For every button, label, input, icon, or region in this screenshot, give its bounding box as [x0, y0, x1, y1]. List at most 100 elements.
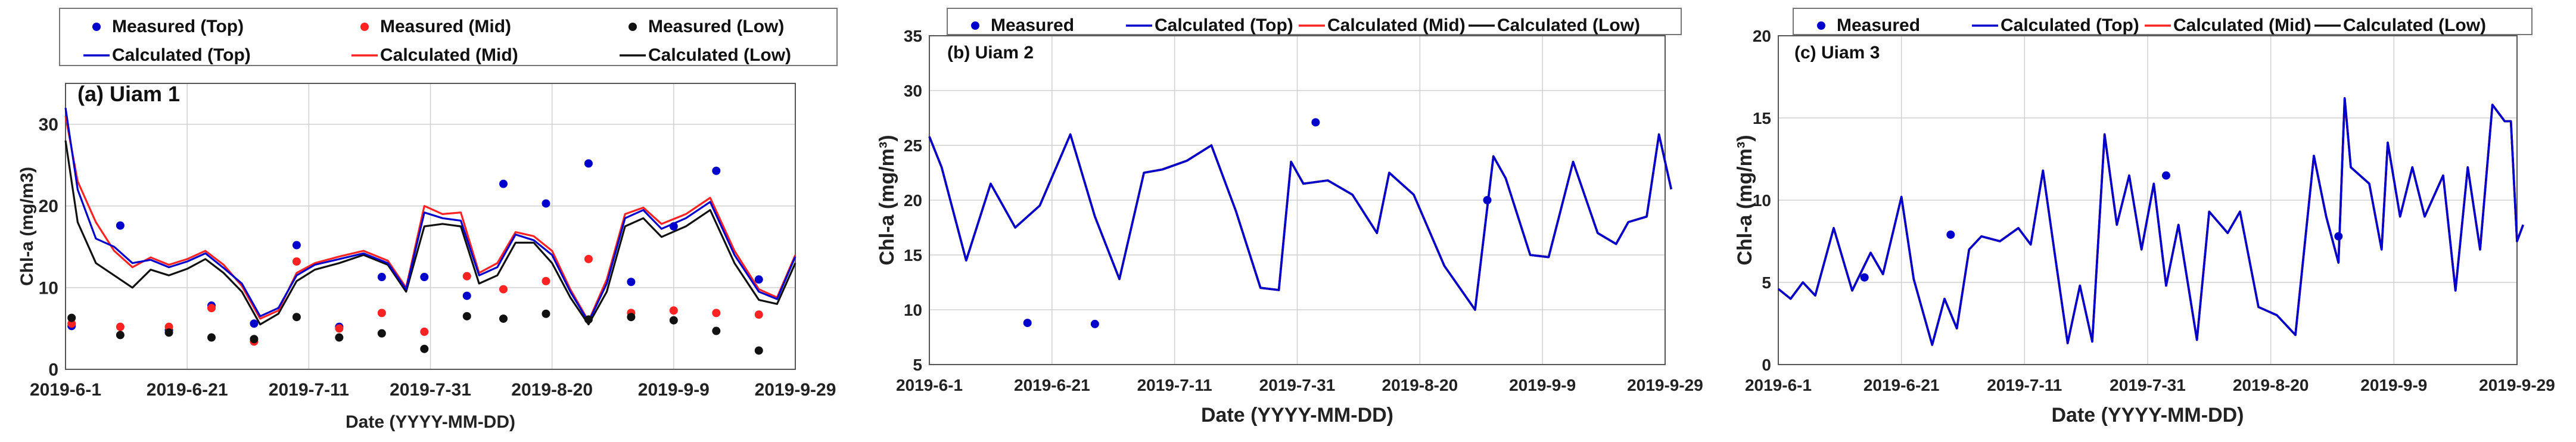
x-tick-label: 2019-7-31 — [390, 380, 471, 400]
y-tick-label: 0 — [48, 360, 58, 380]
x-tick-label: 2019-6-1 — [30, 380, 101, 400]
measured-point-measured-mid — [207, 304, 216, 313]
y-tick-label: 0 — [1762, 356, 1771, 374]
measured-point-measured-mid — [754, 310, 763, 319]
y-tick-label: 25 — [904, 136, 922, 155]
x-tick-label: 2019-9-9 — [638, 380, 710, 400]
x-axis-title: Date (YYYY-MM-DD) — [346, 412, 515, 432]
x-tick-label: 2019-8-20 — [2233, 376, 2309, 394]
x-tick-label: 2019-7-31 — [1259, 376, 1336, 394]
y-axis-title: Chl-a (mg/m³) — [1734, 135, 1756, 265]
measured-point-measured-mid — [164, 322, 173, 331]
measured-point-measured-top — [499, 179, 508, 188]
measured-point-measured — [1090, 319, 1099, 328]
x-tick-label: 2019-9-9 — [2360, 376, 2427, 394]
legend: Measured Calculated (Top) Calculated (Mid)… — [1793, 8, 2533, 35]
legend-label: Calculated (Top) — [2001, 15, 2139, 35]
measured-point-measured-low — [292, 313, 301, 322]
x-tick-label: 2019-7-11 — [269, 380, 349, 400]
measured-point-measured-top — [116, 221, 125, 230]
measured-point-measured-top — [669, 222, 678, 231]
panel-uiam-3: 0 5 10 15 20 2019-6-1 2019-6-21 2019-7-11 2019-7… — [1734, 8, 2555, 427]
y-axis-title: Chl-a (mg/m3) — [17, 167, 37, 286]
measured-point-measured-low — [164, 328, 173, 337]
series-line-calculated-low — [1777, 97, 2524, 346]
x-axis-title: Date (YYYY-MM-DD) — [1201, 404, 1393, 427]
x-tick-label: 2019-9-9 — [1509, 376, 1576, 394]
panel-uiam-1: 0 10 20 30 2019-6-1 2019-6-21 2019-7-11 2019-7-… — [17, 8, 838, 432]
measured-point-measured-low — [462, 312, 471, 320]
measured-point-measured-top — [462, 291, 471, 300]
measured-point-measured — [2334, 232, 2343, 241]
panel-uiam-2: 5 10 15 20 25 30 35 2019-6-1 2019-6-21 2019-7-11 2… — [876, 8, 1703, 427]
x-tick-label: 2019-6-1 — [1745, 376, 1812, 394]
measured-point-measured-low — [754, 346, 763, 355]
series-line-calculated-low — [64, 140, 797, 326]
measured-point-measured-low — [207, 333, 216, 342]
measured-point-measured-low — [712, 326, 721, 335]
measured-point-measured-mid — [377, 309, 386, 318]
legend-marker — [1817, 21, 1825, 30]
y-tick-label: 30 — [904, 82, 922, 100]
legend-label: Measured (Low) — [648, 17, 784, 36]
measured-point-measured — [1483, 196, 1492, 204]
series-line-calculated-top — [928, 133, 1673, 311]
x-tick-label: 2019-9-29 — [755, 380, 836, 400]
measured-point-measured-mid — [462, 272, 471, 281]
legend-label: Calculated (Mid) — [2173, 15, 2311, 35]
legend-label: Calculated (Low) — [2343, 15, 2486, 35]
measured-point-measured-mid — [669, 306, 678, 315]
y-tick-label: 15 — [904, 246, 922, 264]
y-tick-label: 20 — [39, 197, 58, 216]
y-tick-label: 10 — [1753, 191, 1771, 210]
x-tick-label: 2019-6-21 — [1014, 376, 1090, 394]
legend-box — [947, 8, 1682, 35]
legend-label: Calculated (Low) — [648, 45, 791, 65]
legend-label: Calculated (Low) — [1497, 15, 1640, 35]
measured-point-measured-low — [420, 344, 429, 353]
measured-point-measured-top — [584, 159, 593, 168]
measured-point-measured-mid — [542, 276, 550, 285]
x-tick-label: 2019-6-21 — [1863, 376, 1940, 394]
measured-point-measured-top — [377, 273, 386, 282]
y-tick-label: 10 — [39, 278, 58, 298]
measured-point-measured — [1946, 230, 1955, 239]
y-tick-label: 20 — [904, 191, 922, 210]
x-tick-label: 2019-8-20 — [1382, 376, 1458, 394]
measured-point-measured-mid — [584, 254, 593, 263]
y-tick-label: 10 — [904, 301, 922, 319]
series-line-calculated-low — [928, 133, 1673, 311]
panel-title: (b) Uiam 2 — [947, 43, 1034, 63]
series-line-calculated-mid — [928, 133, 1673, 311]
measured-point-measured-top — [250, 319, 259, 328]
x-tick-label: 2019-6-21 — [147, 380, 228, 400]
x-tick-label: 2019-6-1 — [896, 376, 963, 394]
x-tick-label: 2019-7-11 — [1987, 376, 2062, 394]
x-tick-label: 2019-7-11 — [1137, 376, 1212, 394]
panel-title: (a) Uiam 1 — [77, 82, 180, 106]
series-line-calculated-mid — [64, 116, 797, 322]
measured-point-measured-low — [116, 331, 125, 340]
measured-point-measured — [1023, 319, 1032, 328]
measured-point-measured-mid — [712, 309, 721, 318]
measured-point-measured-top — [627, 278, 636, 287]
measured-point-measured-low — [67, 313, 76, 322]
measured-point-measured-low — [499, 314, 508, 323]
legend-marker — [92, 23, 101, 31]
legend-label: Calculated (Top) — [1155, 15, 1293, 35]
x-tick-label: 2019-7-31 — [2110, 376, 2186, 394]
measured-point-measured-top — [542, 199, 550, 208]
measured-point-measured-mid — [499, 285, 508, 294]
legend-box — [1793, 8, 2533, 35]
series-line-calculated-top — [1777, 97, 2524, 346]
measured-point-measured-mid — [335, 324, 344, 333]
measured-point-measured-top — [754, 275, 763, 284]
y-tick-label: 5 — [1762, 273, 1771, 292]
measured-point-measured-low — [377, 329, 386, 338]
measured-point-measured-mid — [420, 327, 429, 336]
y-tick-label: 20 — [1753, 27, 1771, 45]
legend-label: Calculated (Mid) — [380, 45, 518, 65]
measured-point-measured — [1860, 273, 1869, 282]
x-tick-label: 2019-9-29 — [2479, 376, 2555, 394]
